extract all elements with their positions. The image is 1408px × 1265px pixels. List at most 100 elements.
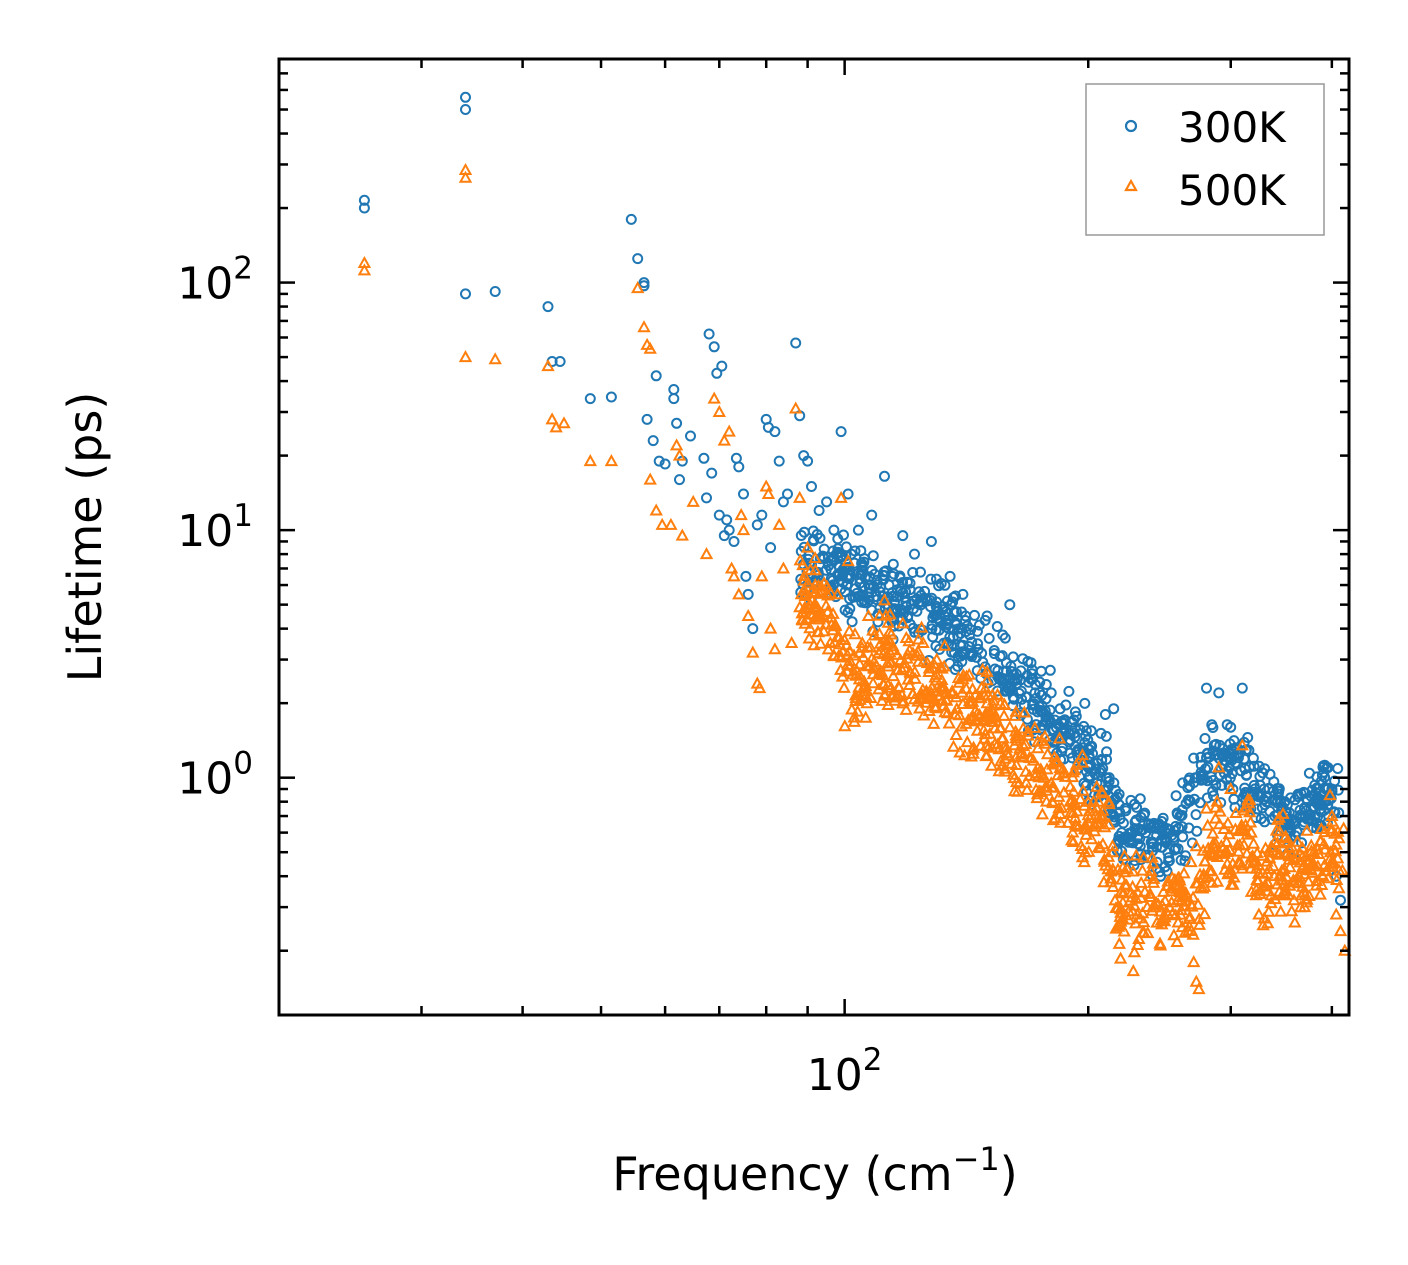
point-500k [1126,864,1140,877]
point-500k [752,681,767,694]
point-500k [1262,850,1276,863]
point-500k [1102,797,1116,810]
point-500k [940,706,955,719]
point-500k [1125,904,1140,917]
point-500k [998,751,1012,764]
point-300k [939,610,951,622]
point-500k [1034,733,1049,746]
point-300k [716,360,728,372]
point-500k [1244,884,1259,897]
point-500k [899,702,913,715]
point-500k [901,647,915,660]
point-300k [1042,710,1054,722]
point-500k [1086,794,1101,807]
point-300k [866,509,878,521]
point-500k [755,569,769,582]
point-300k [1150,822,1162,834]
legend-marker-500k [1124,178,1138,192]
point-500k [1210,874,1225,887]
point-300k [1232,752,1244,764]
point-300k [950,590,961,602]
point-300k [1130,814,1142,826]
point-500k [884,627,898,640]
point-300k [802,455,814,467]
point-300k [952,660,964,672]
point-500k [1158,893,1172,906]
point-300k [849,545,861,557]
point-500k [834,650,849,663]
point-500k [1206,826,1220,839]
point-300k [864,579,876,591]
point-500k [1170,881,1184,894]
point-300k [1168,832,1179,843]
point-300k [1298,816,1310,828]
point-300k [971,665,983,677]
point-300k [1084,770,1096,782]
point-500k [980,673,994,686]
point-500k [959,681,973,694]
point-500k [1301,874,1316,887]
point-500k [1200,869,1214,882]
point-500k [1135,863,1150,876]
point-500k [1221,865,1236,878]
point-300k [1078,746,1089,758]
point-500k [1281,887,1296,900]
point-300k [742,588,754,600]
point-500k [1017,705,1032,718]
point-500k [837,632,852,645]
legend: 300K 500K [1085,83,1325,236]
point-300k [1008,674,1020,686]
point-500k [649,503,663,516]
point-500k [974,691,988,704]
point-500k [1332,881,1346,894]
point-300k [1040,679,1052,690]
point-500k [763,621,778,634]
point-500k [1189,974,1203,987]
point-300k [685,430,696,442]
point-300k [1026,664,1038,676]
point-300k [1138,809,1150,821]
point-500k [1229,805,1243,818]
point-300k [1108,703,1120,715]
point-500k [643,472,657,485]
point-500k [1095,784,1109,797]
point-300k [997,629,1009,641]
point-300k [876,596,888,608]
axis-ticks [277,57,1349,1015]
point-500k [1242,796,1256,809]
point-500k [872,626,887,639]
point-300k [999,632,1011,644]
point-500k [776,561,791,574]
point-500k [637,320,651,333]
point-300k [1259,816,1271,828]
point-500k [1332,831,1346,844]
point-300k [891,584,903,596]
point-500k [963,696,977,709]
point-500k [724,561,739,574]
point-500k [876,647,891,660]
point-300k [703,328,715,340]
point-500k [1105,845,1120,858]
point-500k [1096,837,1110,850]
point-500k [1167,928,1181,941]
point-500k [1226,856,1240,869]
point-500k [1016,721,1030,734]
point-500k [1077,855,1091,868]
point-500k [1315,877,1329,890]
point-500k [1285,904,1299,917]
point-300k [944,570,956,582]
point-500k [1230,838,1245,851]
point-500k [1151,897,1165,910]
point-500k [1287,853,1301,866]
point-300k [1183,822,1195,834]
point-500k [1331,851,1345,864]
point-500k [998,761,1012,774]
point-500k [857,687,871,700]
point-500k [699,547,714,560]
point-500k [1076,783,1090,796]
point-300k [1117,817,1129,829]
point-500k [1020,782,1034,795]
point-300k [1261,791,1272,803]
point-500k [1187,955,1201,968]
tick-labels: 102 100 101 102 [177,251,882,1101]
